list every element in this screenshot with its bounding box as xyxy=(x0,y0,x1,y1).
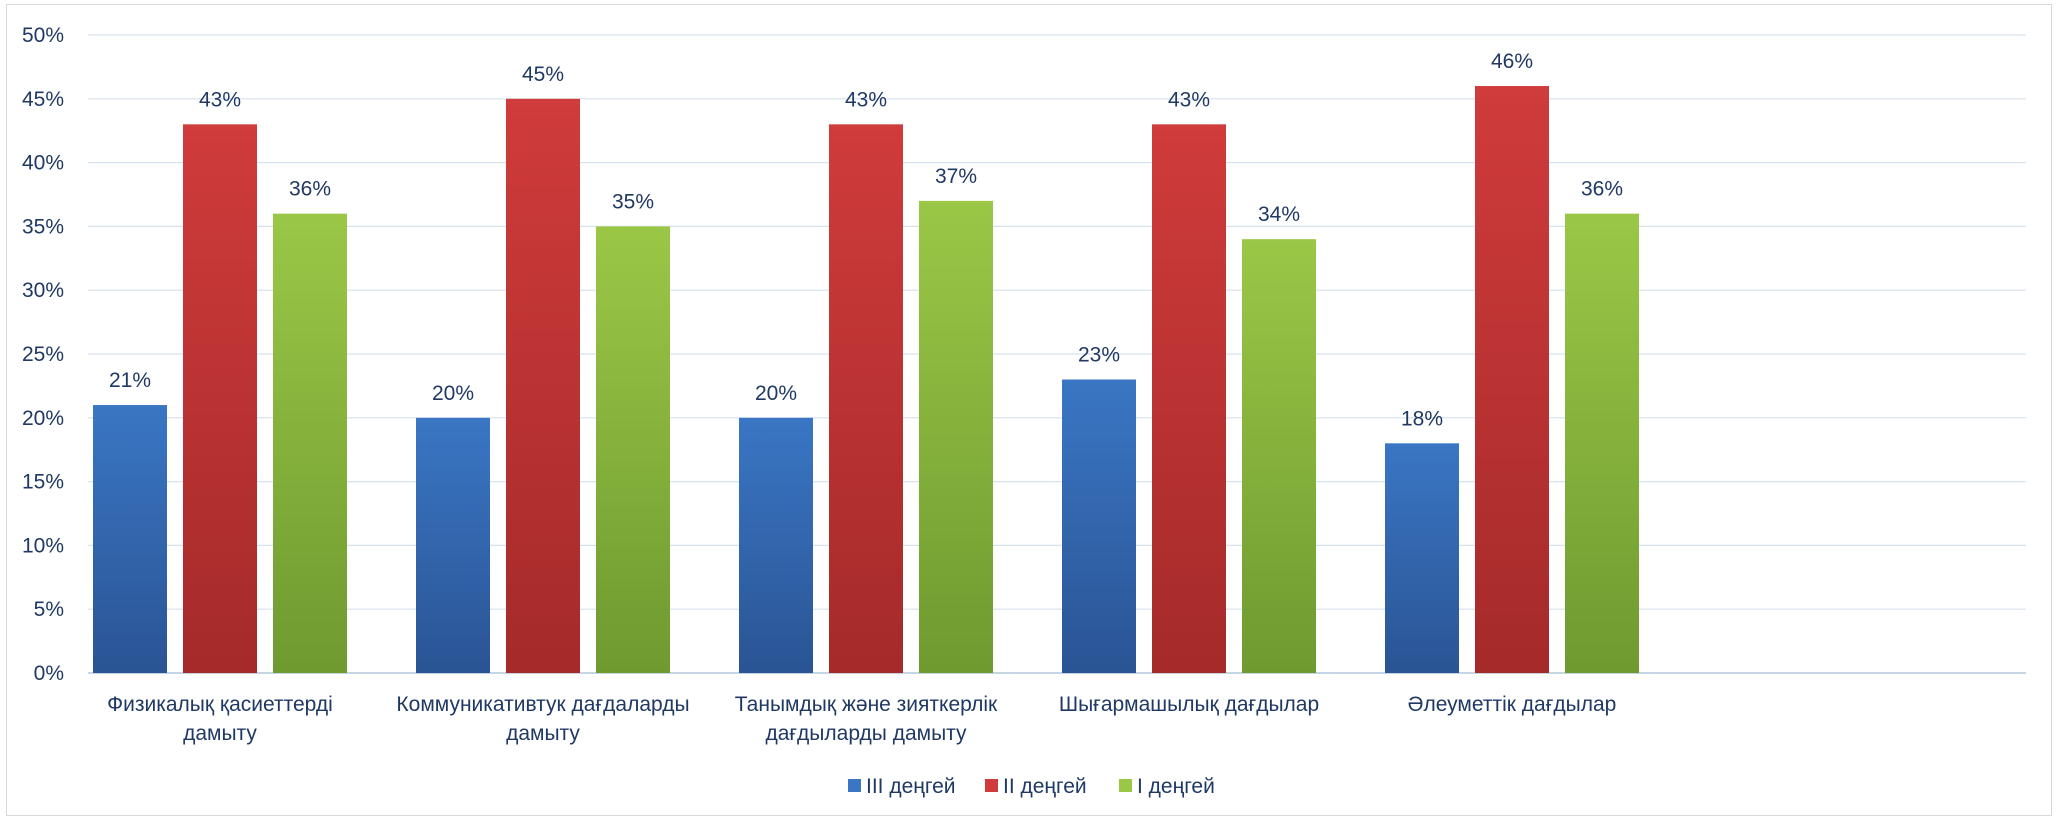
data-label: 45% xyxy=(522,63,564,86)
x-category-label: Әлеуметтік дағдылар xyxy=(1408,693,1617,716)
data-label: 43% xyxy=(199,88,241,111)
y-tick-label: 15% xyxy=(22,471,64,494)
bar xyxy=(93,405,167,673)
data-label: 34% xyxy=(1258,203,1300,226)
x-category-label: Танымдық және зияткерлік дағдыларды дамыт… xyxy=(735,693,998,745)
data-label: 21% xyxy=(109,369,151,392)
bar xyxy=(1475,86,1549,674)
y-tick-label: 35% xyxy=(22,215,64,238)
y-tick-label: 30% xyxy=(22,279,64,302)
x-axis-categories: Физикалық қасиеттерді дамыту Коммуникативт… xyxy=(107,693,1616,745)
y-tick-label: 45% xyxy=(22,88,64,111)
bar xyxy=(919,200,993,673)
legend-label: III деңгей xyxy=(866,775,955,798)
legend-label: I деңгей xyxy=(1137,775,1215,798)
data-label: 20% xyxy=(755,382,797,405)
bar xyxy=(739,417,813,673)
gridlines xyxy=(88,34,2026,674)
y-tick-label: 0% xyxy=(34,662,64,685)
data-label: 35% xyxy=(612,190,654,213)
legend-label: II деңгей xyxy=(1003,775,1087,798)
bar xyxy=(829,124,903,673)
bar xyxy=(273,213,347,673)
data-label: 20% xyxy=(432,382,474,405)
legend-swatch xyxy=(1119,779,1132,792)
x-category-label: Коммуникативтук дағдаларды дамыту xyxy=(396,693,689,745)
legend-swatch xyxy=(985,779,998,792)
y-axis-ticks: 0% 5% 10% 15% 20% 25% 30% 35% 40% 45% 50% xyxy=(22,24,64,685)
y-tick-label: 20% xyxy=(22,407,64,430)
y-tick-label: 10% xyxy=(22,534,64,557)
data-label: 18% xyxy=(1401,407,1443,430)
data-label: 43% xyxy=(1168,88,1210,111)
x-category-label: Шығармашылық дағдылар xyxy=(1059,693,1319,716)
data-label: 36% xyxy=(289,178,331,201)
bar xyxy=(506,98,580,674)
bar xyxy=(183,124,257,673)
bar xyxy=(1385,443,1459,673)
bar xyxy=(1565,213,1639,673)
y-tick-label: 25% xyxy=(22,343,64,366)
y-tick-label: 50% xyxy=(22,24,64,47)
data-label: 46% xyxy=(1491,50,1533,73)
bar xyxy=(1062,379,1136,673)
legend-swatch xyxy=(848,779,861,792)
bar xyxy=(1152,124,1226,673)
bar xyxy=(596,226,670,673)
data-label: 37% xyxy=(935,165,977,188)
y-tick-label: 5% xyxy=(34,598,64,621)
data-label: 36% xyxy=(1581,178,1623,201)
bars xyxy=(93,86,1639,674)
y-tick-label: 40% xyxy=(22,152,64,175)
x-category-label: Физикалық қасиеттерді дамыту xyxy=(107,693,333,745)
bar xyxy=(1242,239,1316,673)
bar xyxy=(416,417,490,673)
data-labels: 21% 43% 36% 20% 45% 35% 20% 43% 37% 23% 43% 34% 18% 4… xyxy=(109,50,1623,430)
data-label: 43% xyxy=(845,88,887,111)
legend: III деңгей II деңгей I деңгей xyxy=(848,775,1215,798)
data-label: 23% xyxy=(1078,344,1120,367)
